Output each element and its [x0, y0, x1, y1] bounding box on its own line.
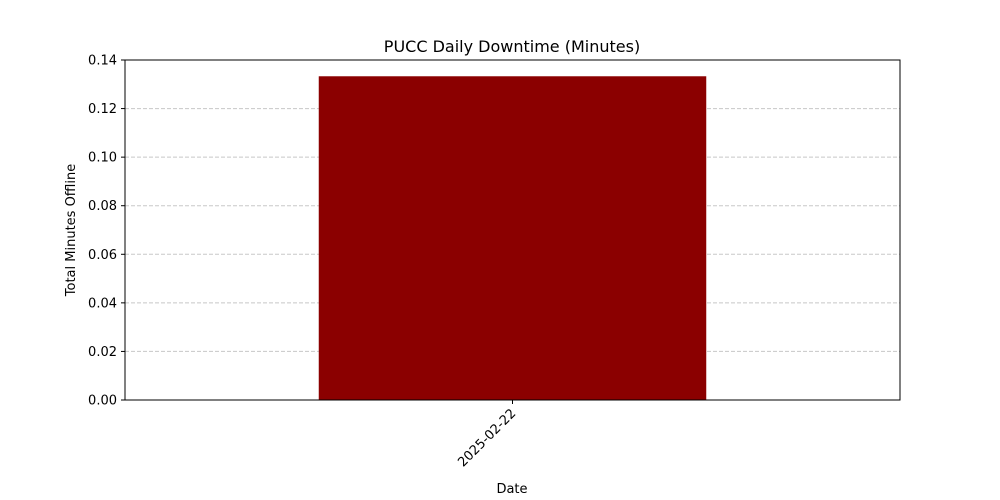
- x-axis: 2025-02-22: [455, 400, 519, 470]
- x-axis-label: Date: [496, 482, 527, 497]
- y-tick-label: 0.10: [88, 151, 117, 166]
- y-tick-label: 0.02: [88, 345, 117, 360]
- y-tick-label: 0.00: [88, 394, 117, 409]
- chart-title: PUCC Daily Downtime (Minutes): [384, 37, 640, 56]
- y-tick-label: 0.08: [88, 199, 117, 214]
- bar: [318, 76, 707, 401]
- y-axis-label: Total Minutes Offline: [64, 164, 79, 297]
- y-tick-label: 0.14: [88, 54, 117, 69]
- x-tick-label: 2025-02-22: [455, 406, 519, 470]
- y-axis: 0.00 0.02 0.04 0.06 0.08 0.10 0.12 0.14: [88, 54, 125, 409]
- y-tick-label: 0.12: [88, 102, 117, 117]
- y-tick-label: 0.06: [88, 248, 117, 263]
- y-tick-label: 0.04: [88, 296, 117, 311]
- bars: [318, 76, 707, 401]
